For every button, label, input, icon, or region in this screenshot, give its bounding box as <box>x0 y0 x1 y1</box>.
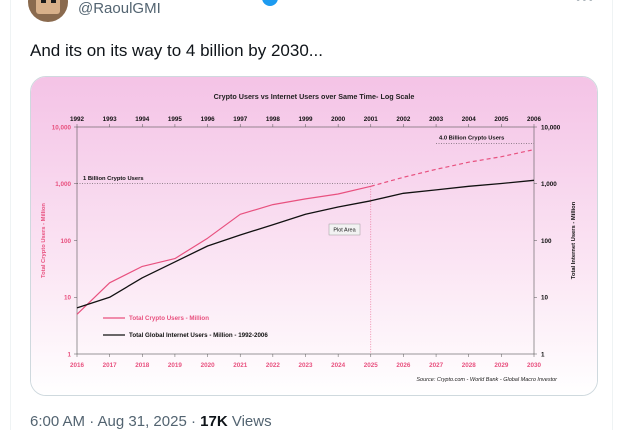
plot-area-label: Plot Area <box>333 228 356 234</box>
chart-title: Crypto Users vs Internet Users over Same… <box>214 92 415 101</box>
avatar-face <box>36 0 60 14</box>
y-tick-label-right: 10 <box>541 295 549 302</box>
y-tick-label-left: 100 <box>60 238 71 245</box>
top-axis-label: 2005 <box>494 116 509 123</box>
timeline-border-right <box>612 0 613 430</box>
top-axis-label: 2006 <box>527 116 542 123</box>
top-axis-label: 1999 <box>298 116 313 123</box>
x-tick-label: 2028 <box>462 362 477 369</box>
tweet-text: And its on its way to 4 billion by 2030.… <box>30 41 323 60</box>
top-axis-label: 2001 <box>364 116 379 123</box>
four-billion-label: 4.0 Billion Crypto Users <box>439 136 504 142</box>
verified-badge-icon <box>262 0 278 6</box>
plot-area-box <box>328 223 361 236</box>
one-billion-label: 1 Billion Crypto Users <box>83 176 144 182</box>
x-tick-label: 2019 <box>168 362 183 369</box>
views-label: Views <box>227 413 272 430</box>
chart-source: Source: Crypto.com - World Bank - Global… <box>416 377 558 383</box>
avatar-eye-right <box>51 0 56 3</box>
x-tick-label: 2023 <box>298 362 313 369</box>
x-tick-label: 2020 <box>201 362 216 369</box>
views-count: 17K <box>200 413 228 430</box>
top-axis-label: 1998 <box>266 116 281 123</box>
top-axis-label: 2004 <box>462 116 477 123</box>
y-tick-label-left: 1,000 <box>55 181 71 188</box>
x-tick-label: 2027 <box>429 362 444 369</box>
legend-label: Total Crypto Users - Million <box>129 315 209 322</box>
chart-background <box>31 77 597 395</box>
top-axis-label: 1997 <box>233 116 248 123</box>
top-axis-label: 1996 <box>201 116 216 123</box>
top-axis-label: 1995 <box>168 116 183 123</box>
top-axis-label: 1994 <box>135 116 150 123</box>
y-tick-label-right: 100 <box>541 238 552 245</box>
x-tick-label: 2030 <box>527 362 542 369</box>
chart: Crypto Users vs Internet Users over Same… <box>31 77 597 395</box>
y-tick-label-left: 10,000 <box>52 124 72 131</box>
more-icon[interactable]: ••• <box>575 0 594 9</box>
author-handle[interactable]: @RaoulGMI <box>78 0 161 17</box>
x-tick-label: 2021 <box>233 362 248 369</box>
meta-separator: · <box>186 413 201 430</box>
x-tick-label: 2018 <box>135 362 150 369</box>
y-tick-label-right: 10,000 <box>541 124 561 131</box>
top-axis-label: 1992 <box>70 116 85 123</box>
x-tick-label: 2017 <box>103 362 118 369</box>
x-tick-label: 2016 <box>70 362 85 369</box>
tweet-meta: 6:00 AM · Aug 31, 2025 · 17K Views <box>30 412 272 432</box>
x-tick-label: 2025 <box>364 362 379 369</box>
y-tick-label-left: 10 <box>64 295 72 302</box>
timeline-border-left <box>10 0 11 430</box>
y-tick-label-right: 1 <box>541 351 545 358</box>
x-tick-label: 2022 <box>266 362 281 369</box>
tweet-media[interactable]: Crypto Users vs Internet Users over Same… <box>30 76 598 396</box>
top-axis-label: 2000 <box>331 116 346 123</box>
x-tick-label: 2024 <box>331 362 346 369</box>
x-tick-label: 2026 <box>396 362 411 369</box>
series-line-2 <box>370 149 535 187</box>
avatar[interactable] <box>28 0 68 22</box>
x-tick-label: 2029 <box>494 362 509 369</box>
avatar-eye-left <box>41 0 46 3</box>
y-tick-label-right: 1,000 <box>541 181 557 188</box>
y-axis-title-right: Total Internet Users - Million <box>571 201 577 279</box>
top-axis-label: 2002 <box>396 116 411 123</box>
y-axis-title-left: Total Crypto Users - Million <box>41 203 47 278</box>
top-axis-label: 1993 <box>103 116 118 123</box>
tweet-timestamp[interactable]: 6:00 AM · Aug 31, 2025 <box>30 413 187 430</box>
top-axis-label: 2003 <box>429 116 444 123</box>
series-line-1 <box>76 185 371 315</box>
legend-label: Total Global Internet Users - Million - … <box>129 332 268 339</box>
y-tick-label-left: 1 <box>67 351 71 358</box>
series-line-3 <box>76 179 535 309</box>
